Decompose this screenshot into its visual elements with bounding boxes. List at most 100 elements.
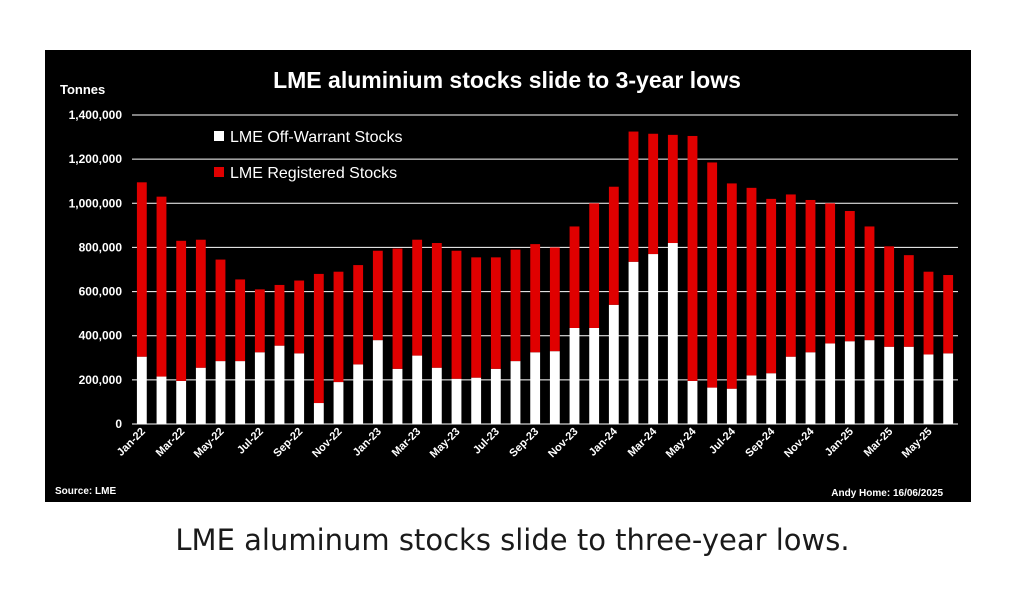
bar-off-warrant <box>726 388 737 424</box>
bar-registered <box>785 194 796 357</box>
bar-registered <box>707 162 718 388</box>
bar-registered <box>943 275 954 354</box>
x-tick-label: Mar-23 <box>390 426 424 460</box>
bar-registered <box>156 196 167 377</box>
bar-registered <box>451 250 462 379</box>
bar-registered <box>195 239 206 368</box>
bar-registered <box>884 246 895 347</box>
bar-registered <box>589 203 600 328</box>
bar-off-warrant <box>825 343 836 424</box>
x-tick-label: Mar-22 <box>154 426 188 460</box>
bar-registered <box>569 226 580 328</box>
bar-off-warrant <box>628 261 639 424</box>
bar-registered <box>235 279 246 362</box>
bar-registered <box>726 183 737 389</box>
bar-registered <box>313 273 324 404</box>
x-tick-label: May-25 <box>900 426 935 461</box>
bar-registered <box>746 187 757 376</box>
credit-note: Andy Home: 16/06/2025 <box>831 488 943 499</box>
source-note: Source: LME <box>55 486 116 497</box>
y-axis-label: Tonnes <box>60 82 105 97</box>
bar-off-warrant <box>864 340 875 424</box>
x-tick-label: Mar-24 <box>626 425 660 459</box>
bar-registered <box>274 284 285 346</box>
bar-off-warrant <box>333 382 344 424</box>
x-tick-label: Nov-24 <box>782 425 817 460</box>
bar-registered <box>825 203 836 344</box>
bar-off-warrant <box>785 356 796 424</box>
x-tick-label: Sep-23 <box>507 426 541 460</box>
bar-off-warrant <box>844 341 855 424</box>
bar-registered <box>628 131 639 262</box>
bar-off-warrant <box>195 367 206 424</box>
bar-off-warrant <box>943 353 954 424</box>
bar-off-warrant <box>903 346 914 424</box>
bar-registered <box>176 240 187 381</box>
bar-off-warrant <box>687 380 698 424</box>
bar-off-warrant <box>667 243 678 424</box>
y-tick-labels: 0 200,000 400,000 600,000 800,000 1,000,000 1,… <box>69 108 123 431</box>
bar-off-warrant <box>569 327 580 424</box>
bars-layer <box>136 131 954 424</box>
x-tick-label: Jan-24 <box>587 425 621 459</box>
bar-off-warrant <box>805 352 816 424</box>
y-tick-label: 200,000 <box>79 373 123 387</box>
y-tick-label: 800,000 <box>79 240 123 254</box>
bar-registered <box>923 271 934 355</box>
bar-off-warrant <box>530 352 541 424</box>
bar-registered <box>608 186 619 305</box>
bar-registered <box>254 289 265 353</box>
bar-registered <box>136 182 147 357</box>
bar-registered <box>530 244 541 353</box>
bar-registered <box>667 134 678 244</box>
bar-off-warrant <box>648 254 659 424</box>
bar-off-warrant <box>923 354 934 424</box>
bar-off-warrant <box>746 375 757 424</box>
x-tick-label: Sep-22 <box>271 426 305 460</box>
bar-registered <box>294 280 305 354</box>
legend-label-off-warrant: LME Off-Warrant Stocks <box>230 129 402 146</box>
y-tick-label: 1,400,000 <box>69 108 123 122</box>
bar-registered <box>353 265 364 365</box>
bar-registered <box>510 249 521 362</box>
bar-off-warrant <box>274 345 285 424</box>
bar-off-warrant <box>451 378 462 424</box>
bar-off-warrant <box>392 368 403 424</box>
bar-off-warrant <box>412 355 423 424</box>
bar-off-warrant <box>510 361 521 424</box>
bar-off-warrant <box>372 340 383 424</box>
x-tick-label: May-24 <box>664 425 699 460</box>
x-tick-labels: Jan-22 Mar-22 May-22 Jul-22 Sep-22 Nov-22 Jan-… <box>115 425 935 460</box>
chart-panel: 0 200,000 400,000 600,000 800,000 1,000,000 1,… <box>45 50 971 502</box>
bar-off-warrant <box>471 377 482 424</box>
bar-off-warrant <box>490 368 501 424</box>
chart-svg: 0 200,000 400,000 600,000 800,000 1,000,000 1,… <box>55 67 958 499</box>
bar-off-warrant <box>215 361 226 424</box>
bar-off-warrant <box>294 353 305 424</box>
grid-layer <box>132 114 958 425</box>
bar-registered <box>687 135 698 381</box>
bar-off-warrant <box>766 373 777 424</box>
bar-registered <box>490 257 501 369</box>
bar-off-warrant <box>353 364 364 424</box>
bar-registered <box>372 250 383 341</box>
chart-title: LME aluminium stocks slide to 3-year low… <box>273 67 741 93</box>
x-tick-label: Jan-23 <box>351 426 384 459</box>
bar-off-warrant <box>156 376 167 424</box>
bar-registered <box>471 257 482 378</box>
x-tick-label: Jan-25 <box>823 426 856 459</box>
bar-registered <box>805 199 816 353</box>
bar-off-warrant <box>884 346 895 424</box>
bar-registered <box>766 198 777 374</box>
x-tick-label: Jul-23 <box>471 426 502 457</box>
bar-off-warrant <box>176 380 187 424</box>
bar-off-warrant <box>608 304 619 424</box>
bar-registered <box>864 226 875 341</box>
bar-off-warrant <box>254 352 265 424</box>
legend-swatch-registered <box>214 167 224 177</box>
x-tick-label: May-23 <box>428 426 463 461</box>
legend-label-registered: LME Registered Stocks <box>230 165 397 182</box>
bar-registered <box>903 255 914 347</box>
x-tick-label: Nov-23 <box>546 426 580 460</box>
bar-off-warrant <box>549 351 560 424</box>
